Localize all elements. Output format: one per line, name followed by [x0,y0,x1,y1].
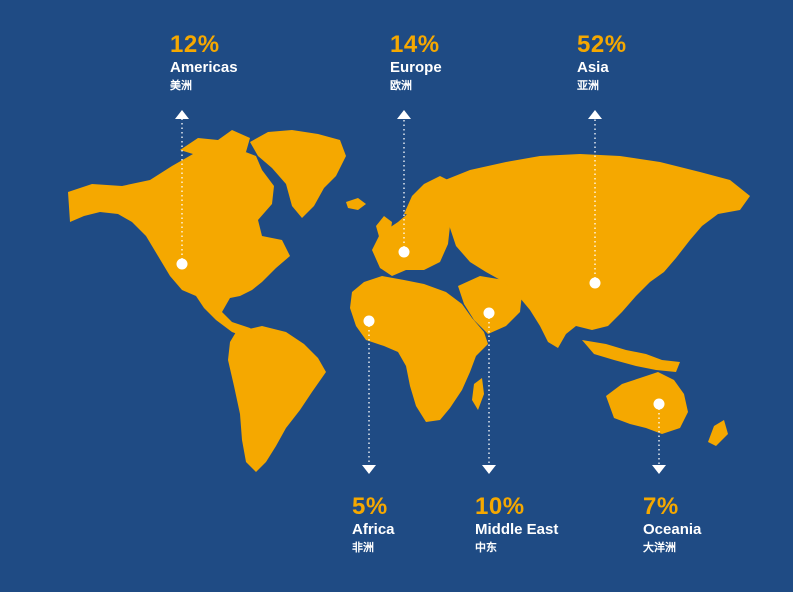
region-name-chinese: 大洋洲 [643,541,676,554]
region-name: Africa [352,521,395,538]
region-percent: 12% [170,31,220,58]
landmass-japan [662,230,680,262]
landmass-madagascar [472,378,484,410]
region-name-chinese: 欧洲 [390,79,412,92]
region-percent: 10% [475,493,525,520]
landmass-arabia [458,276,522,334]
arrow-up-icon [175,110,189,119]
connectors [181,118,660,466]
marker-oceania [653,398,665,410]
region-name: Americas [170,59,238,76]
marker-asia [589,277,601,289]
landmass-greenland [250,130,346,218]
marker-africa [363,315,375,327]
location-markers [176,246,665,410]
arrow-up-icon [588,110,602,119]
landmass-southeast-asia-islands [582,340,680,372]
region-label-americas: 12% Americas 美洲 [170,32,238,94]
landmass-british-isles [376,216,392,240]
region-name: Middle East [475,521,559,538]
marker-europe [398,246,410,258]
region-name: Europe [390,59,442,76]
landmass-scandinavia [404,176,452,216]
region-name-chinese: 美洲 [170,79,192,92]
arrow-down-icon [652,465,666,474]
region-name-chinese: 亚洲 [577,79,599,92]
region-percent: 52% [577,31,627,58]
landmass-north-america [68,146,290,338]
landmass-australia [606,372,688,434]
marker-americas [176,258,188,270]
landmass-new-zealand [708,420,728,446]
region-label-europe: 14% Europe 欧洲 [390,32,442,94]
region-name: Asia [577,59,609,76]
region-name-chinese: 非洲 [352,541,374,554]
region-name-chinese: 中东 [475,541,497,554]
marker-middle-east [483,307,495,319]
arrow-down-icon [482,465,496,474]
region-label-asia: 52% Asia 亚洲 [577,32,627,94]
region-label-africa: 5% Africa 非洲 [352,494,395,556]
region-label-middle-east: 10% Middle East 中东 [475,494,558,556]
region-percent: 5% [352,493,388,520]
landmass-south-america [228,326,326,472]
arrow-up-icon [397,110,411,119]
region-percent: 14% [390,31,440,58]
arrow-down-icon [362,465,376,474]
continents [68,130,750,472]
region-percent: 7% [643,493,679,520]
landmass-africa [350,276,488,422]
landmass-iceland [346,198,366,210]
landmass-europe [372,186,468,276]
region-name: Oceania [643,521,702,538]
arrowheads [175,110,666,474]
landmass-arctic-islands [180,130,250,158]
region-label-oceania: 7% Oceania 大洋洲 [643,494,701,556]
